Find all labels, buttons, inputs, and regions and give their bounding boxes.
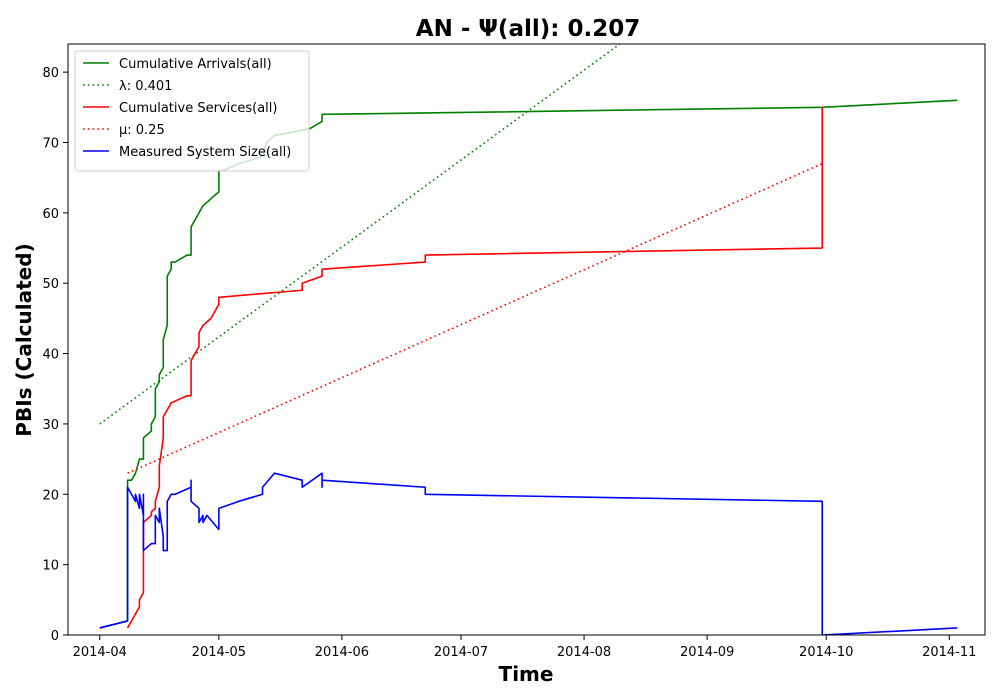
y-tick-label: 20 (42, 488, 59, 503)
y-tick-label: 60 (42, 207, 59, 222)
x-tick-label: 2014-05 (192, 645, 246, 660)
x-axis-label: Time (499, 662, 554, 686)
y-tick-label: 0 (51, 629, 59, 644)
legend-box (74, 50, 310, 172)
plot-frame (67, 43, 986, 636)
y-tick-label: 30 (42, 418, 59, 433)
y-tick-label: 80 (42, 66, 59, 81)
legend-label: λ: 0.401 (119, 79, 172, 94)
legend: Cumulative Arrivals(all) λ: 0.401 Cumulati… (74, 50, 310, 172)
legend-label: Cumulative Services(all) (119, 101, 277, 116)
series-line-4 (99, 472, 958, 635)
legend-label: Cumulative Arrivals(all) (119, 57, 272, 72)
legend-label: μ: 0.25 (119, 123, 165, 138)
y-tick-label: 50 (42, 277, 59, 292)
series-line-3 (127, 162, 823, 474)
x-tick-label: 2014-11 (922, 645, 976, 660)
x-tick-label: 2014-08 (557, 645, 611, 660)
x-tick-label: 2014-06 (315, 645, 369, 660)
x-tick-label: 2014-09 (680, 645, 734, 660)
y-tick-label: 70 (42, 137, 59, 152)
x-tick-label: 2014-04 (73, 645, 127, 660)
chart-title: AN - Ψ(all): 0.207 (416, 16, 640, 42)
x-axis: 2014-04 2014-05 2014-06 2014-07 2014-08 2014-… (73, 635, 976, 660)
x-tick-label: 2014-10 (799, 645, 853, 660)
y-axis-label: PBIs (Calculated) (12, 243, 36, 436)
legend-label: Measured System Size(all) (119, 145, 291, 160)
y-tick-label: 10 (42, 559, 59, 574)
y-axis: 0 10 20 30 40 50 60 70 80 (42, 66, 68, 644)
y-tick-label: 40 (42, 348, 59, 363)
series-line-2 (126, 107, 824, 629)
series-line-1 (99, 44, 621, 425)
x-tick-label: 2014-07 (434, 645, 488, 660)
